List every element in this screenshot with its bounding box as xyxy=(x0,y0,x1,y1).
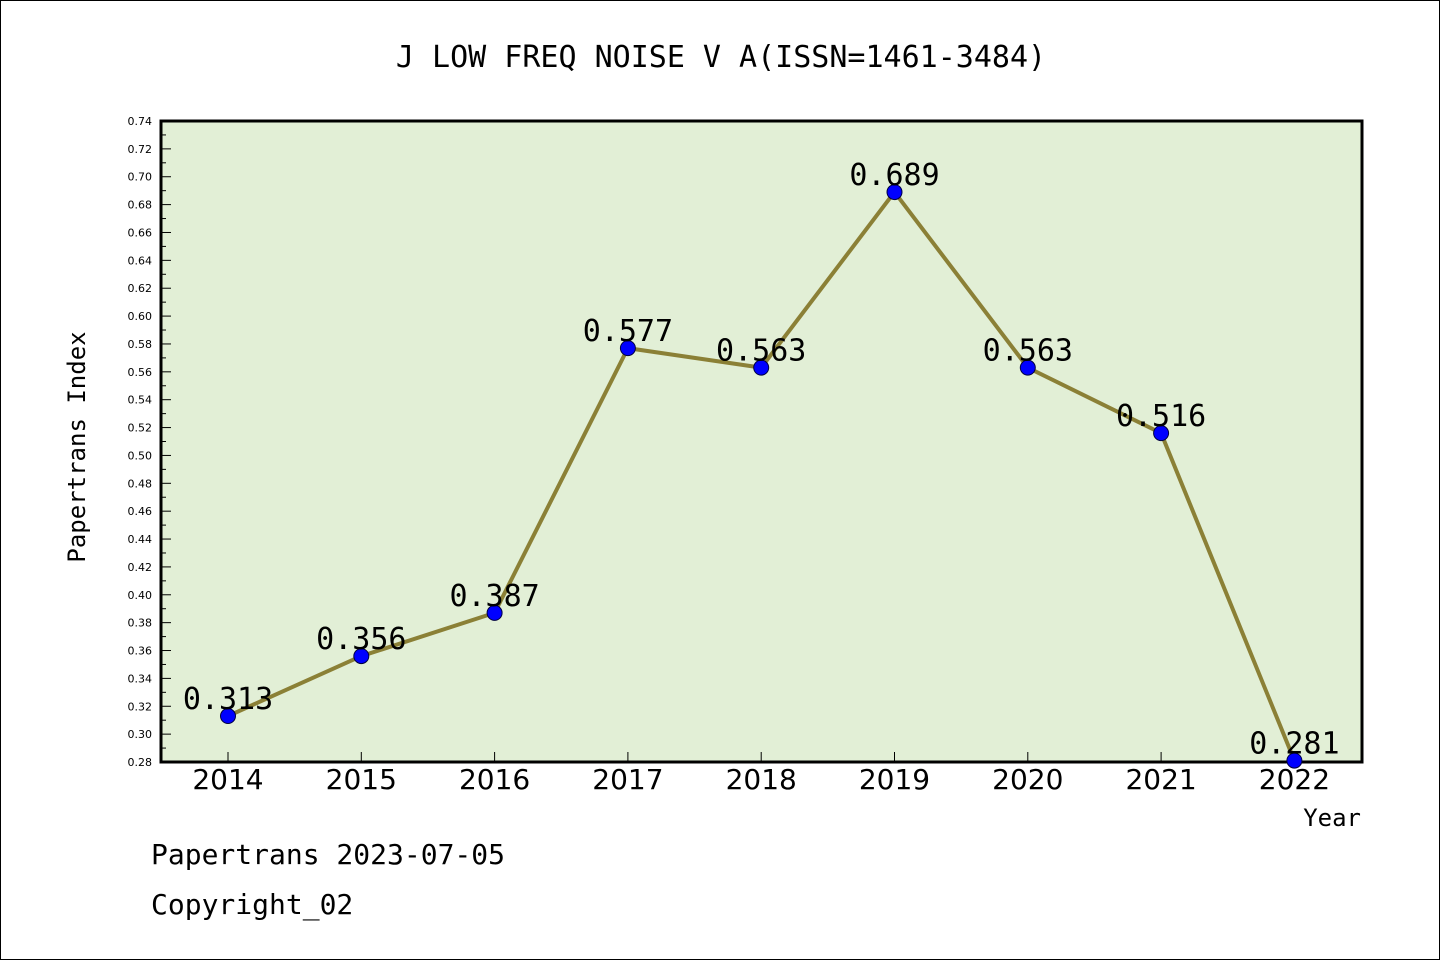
footer-copyright: Copyright_02 xyxy=(151,888,353,922)
y-tick-label: 0.42 xyxy=(128,561,153,574)
x-tick-label: 2015 xyxy=(326,763,397,796)
footer-date: Papertrans 2023-07-05 xyxy=(151,838,505,871)
y-tick-label: 0.38 xyxy=(128,617,153,630)
x-tick-label: 2016 xyxy=(459,763,530,796)
y-tick-label: 0.72 xyxy=(128,143,153,156)
series-line-group xyxy=(220,184,1303,769)
x-tick-label: 2014 xyxy=(192,763,263,796)
x-tick-label: 2018 xyxy=(726,763,797,796)
data-label: 0.563 xyxy=(716,334,806,369)
y-tick-label: 0.52 xyxy=(128,422,153,435)
y-tick-label: 0.70 xyxy=(128,171,153,184)
data-label: 0.313 xyxy=(183,682,273,717)
data-point xyxy=(1019,359,1036,376)
data-point xyxy=(619,340,636,357)
data-labels-group: 0.313 0.356 0.387 0.577 0.563 0.689 0.563 0.516… xyxy=(183,158,1340,762)
y-tick-label: 0.28 xyxy=(128,756,153,769)
y-tick-label: 0.54 xyxy=(128,394,153,407)
x-tick-label: 2017 xyxy=(592,763,663,796)
y-tick-label: 0.66 xyxy=(128,226,153,239)
data-point xyxy=(486,604,503,621)
data-label: 0.387 xyxy=(449,579,539,614)
y-tick-label: 0.50 xyxy=(128,449,153,462)
x-tick-label: 2019 xyxy=(859,763,930,796)
y-tick-label: 0.46 xyxy=(128,505,153,518)
y-axis-ticks: 0.28 0.30 0.32 0.34 0.36 0.38 0.40 0.42 0.44 0.46… xyxy=(128,115,171,769)
data-point xyxy=(1286,752,1303,769)
y-tick-label: 0.34 xyxy=(128,672,153,685)
data-point xyxy=(353,648,370,665)
data-point xyxy=(886,184,903,201)
x-axis-label: Year xyxy=(1303,804,1361,832)
y-axis-label: Papertrans Index xyxy=(63,331,91,562)
y-tick-label: 0.60 xyxy=(128,310,153,323)
data-label: 0.577 xyxy=(583,314,673,349)
chart-title: J LOW FREQ NOISE V A(ISSN=1461-3484) xyxy=(396,40,1046,75)
data-label: 0.356 xyxy=(316,622,406,657)
y-tick-label: 0.62 xyxy=(128,282,153,295)
data-label: 0.516 xyxy=(1116,399,1206,434)
y-tick-label: 0.56 xyxy=(128,366,153,379)
x-tick-label: 2020 xyxy=(992,763,1063,796)
y-tick-label: 0.32 xyxy=(128,700,153,713)
x-tick-label: 2021 xyxy=(1125,763,1196,796)
data-label: 0.281 xyxy=(1249,727,1339,762)
y-tick-label: 0.44 xyxy=(128,533,153,546)
y-tick-label: 0.64 xyxy=(128,254,153,267)
y-tick-label: 0.30 xyxy=(128,728,153,741)
y-tick-label: 0.36 xyxy=(128,645,153,658)
data-label: 0.563 xyxy=(983,334,1073,369)
y-tick-label: 0.68 xyxy=(128,199,153,212)
data-label: 0.689 xyxy=(849,158,939,193)
data-point xyxy=(753,359,770,376)
data-point xyxy=(220,708,236,725)
data-point xyxy=(1153,425,1170,442)
x-axis-ticks: 2014 2015 2016 2017 2018 2019 2020 2021 2022 xyxy=(192,752,1330,796)
y-tick-label: 0.40 xyxy=(128,589,153,602)
y-tick-label: 0.48 xyxy=(128,477,153,490)
y-tick-label: 0.74 xyxy=(128,115,153,128)
y-tick-label: 0.58 xyxy=(128,338,153,351)
